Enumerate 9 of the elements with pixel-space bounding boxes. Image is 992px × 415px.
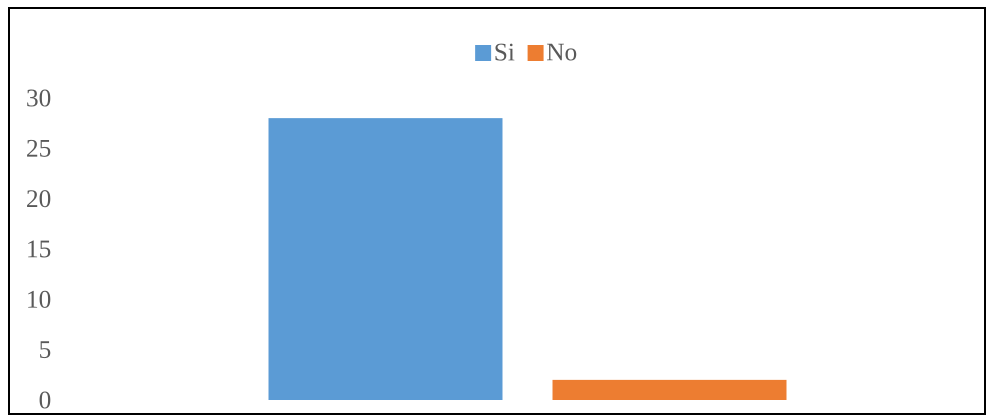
y-tick-label: 30 — [27, 89, 50, 107]
y-tick-label: 5 — [40, 341, 50, 358]
legend-label: Si — [495, 44, 514, 61]
y-tick-label: 10 — [28, 290, 50, 308]
legend-label: No — [546, 44, 576, 61]
y-tick-label: 20 — [27, 190, 50, 208]
y-tick-label: 15 — [28, 240, 50, 258]
y-tick-label: 0 — [40, 391, 50, 409]
y-tick-label: 25 — [27, 140, 50, 157]
